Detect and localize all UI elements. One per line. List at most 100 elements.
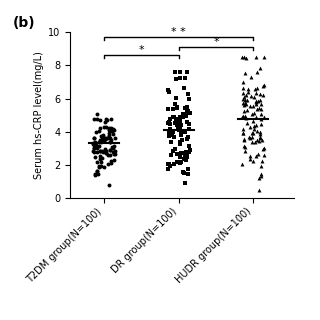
Point (102, 135, 108, 140)
Text: (b): (b) (13, 16, 36, 30)
Point (171, 114, 176, 119)
Point (177, 139, 182, 144)
Point (240, 131, 245, 136)
Point (92, 149, 97, 154)
Point (111, 126, 116, 131)
Point (92, 116, 97, 121)
Point (258, 116, 263, 122)
Point (187, 147, 192, 152)
Point (97, 163, 102, 168)
Point (107, 131, 112, 136)
Point (253, 102, 259, 107)
Point (174, 160, 180, 165)
Point (248, 124, 253, 129)
Point (177, 76, 182, 81)
Point (102, 135, 107, 140)
Point (262, 145, 267, 150)
Point (180, 137, 185, 142)
Point (182, 152, 188, 157)
Point (184, 155, 189, 160)
Point (91, 143, 96, 148)
Point (166, 162, 171, 167)
Point (166, 88, 171, 93)
Point (98, 125, 103, 131)
Point (170, 115, 175, 120)
Point (167, 130, 172, 135)
Point (174, 105, 179, 110)
Point (254, 128, 259, 133)
Point (173, 96, 179, 101)
Point (94, 112, 99, 117)
Point (104, 124, 109, 130)
Point (241, 80, 246, 85)
Point (257, 188, 262, 193)
Point (240, 85, 245, 90)
Point (95, 146, 100, 151)
Point (174, 76, 179, 82)
Point (107, 126, 112, 132)
Point (112, 136, 117, 141)
Point (248, 93, 253, 98)
Point (186, 96, 191, 101)
Point (98, 117, 103, 123)
Point (93, 140, 98, 145)
Point (186, 108, 191, 113)
Point (176, 125, 181, 130)
Point (99, 133, 104, 138)
Point (96, 164, 101, 169)
Point (99, 148, 104, 154)
Point (253, 115, 259, 120)
Point (252, 126, 257, 131)
Point (244, 108, 250, 113)
Point (186, 122, 191, 127)
Point (108, 147, 113, 152)
Point (98, 149, 103, 154)
Point (248, 103, 253, 108)
Point (252, 86, 258, 91)
Point (249, 140, 254, 145)
Point (258, 98, 263, 103)
Point (255, 69, 260, 74)
Point (240, 115, 245, 120)
Point (166, 134, 172, 139)
Point (165, 106, 170, 111)
Point (262, 83, 267, 88)
Point (242, 144, 247, 149)
Point (241, 95, 246, 100)
Point (97, 128, 102, 133)
Point (107, 152, 112, 157)
Point (92, 141, 97, 146)
Point (175, 151, 180, 156)
Point (242, 148, 247, 153)
Point (110, 149, 115, 155)
Point (241, 54, 246, 60)
Point (108, 135, 113, 140)
Point (246, 89, 251, 94)
Point (258, 174, 263, 179)
Point (240, 90, 245, 95)
Point (95, 171, 100, 176)
Text: *: * (139, 45, 144, 55)
Point (166, 166, 171, 171)
Point (242, 137, 247, 142)
Point (252, 124, 257, 129)
Point (97, 148, 102, 153)
Point (257, 92, 262, 97)
Point (185, 104, 190, 109)
Point (259, 111, 264, 116)
Point (185, 119, 190, 124)
Point (180, 151, 185, 156)
Point (170, 130, 175, 135)
Point (260, 92, 265, 97)
Point (240, 54, 245, 60)
Point (247, 154, 252, 159)
Point (242, 113, 247, 118)
Point (93, 172, 98, 178)
Point (173, 101, 178, 106)
Point (181, 169, 186, 174)
Point (91, 146, 96, 151)
Point (181, 170, 187, 175)
Point (244, 120, 249, 125)
Point (168, 116, 173, 122)
Point (95, 159, 100, 164)
